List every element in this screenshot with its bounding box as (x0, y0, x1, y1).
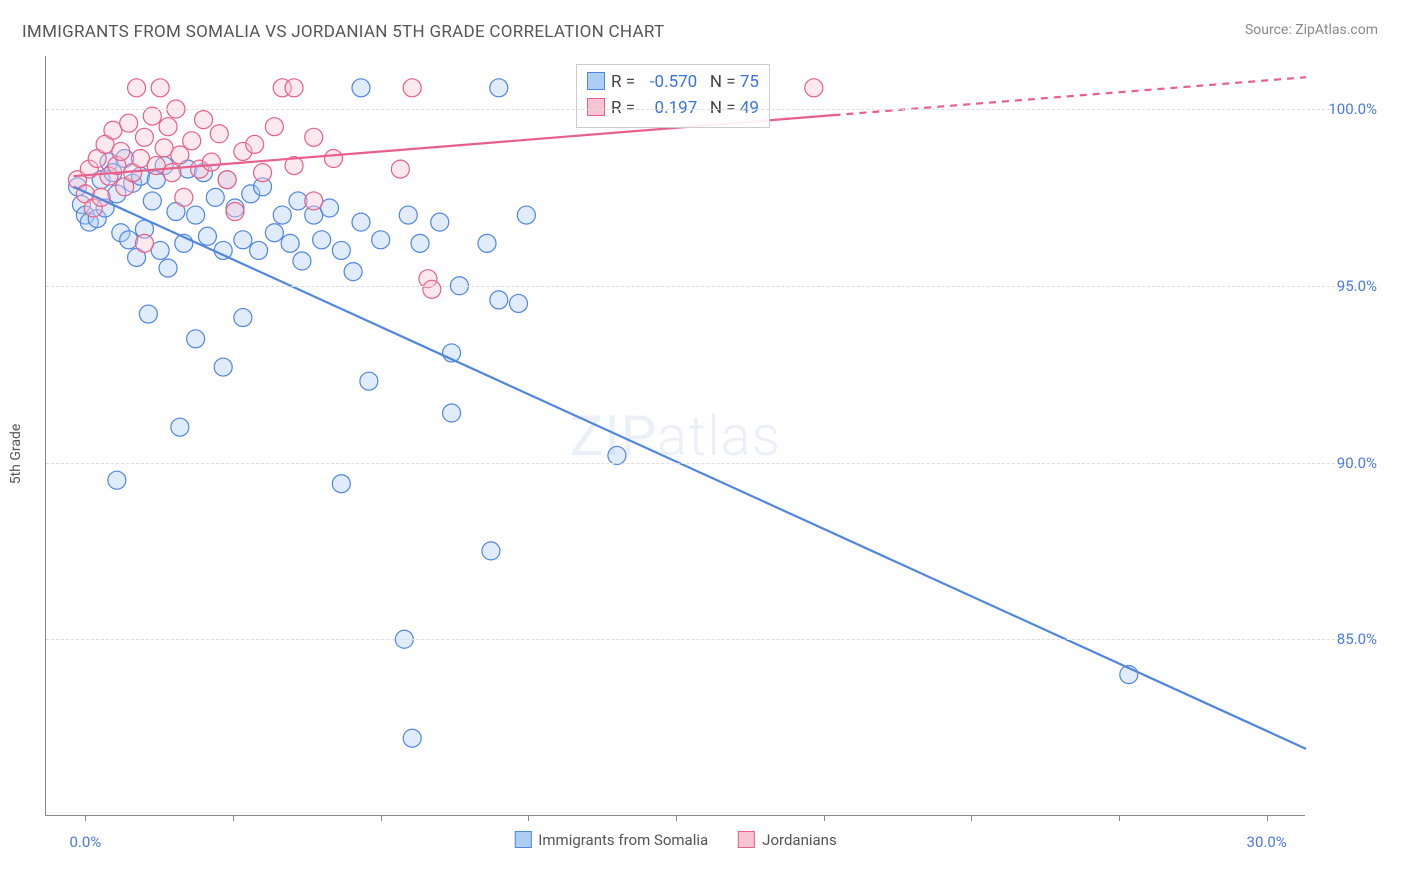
gridline-h (46, 639, 1355, 640)
r-value: -0.570 (639, 69, 697, 95)
source-attribution: Source: ZipAtlas.com (1245, 22, 1378, 38)
x-tick (528, 815, 529, 821)
bottom-legend: Immigrants from Somalia Jordanians (514, 831, 836, 849)
legend-item[interactable]: Jordanians (738, 831, 837, 849)
legend-item[interactable]: Immigrants from Somalia (514, 831, 708, 849)
source-prefix: Source: (1245, 22, 1295, 38)
x-tick-label: 30.0% (1247, 833, 1287, 851)
x-tick (1267, 815, 1268, 821)
n-value: 75 (740, 72, 759, 92)
legend-swatch (738, 831, 755, 848)
stats-row: R = -0.570 N = 75 (587, 69, 759, 95)
x-tick-label: 0.0% (69, 833, 101, 851)
series-swatch (587, 72, 605, 90)
stats-legend-box: R = -0.570 N = 75R = 0.197 N = 49 (576, 64, 770, 128)
x-tick (1119, 815, 1120, 821)
gridline-h (46, 463, 1355, 464)
trend-line (74, 187, 1306, 749)
x-tick (233, 815, 234, 821)
trend-lines-layer (46, 56, 1305, 815)
source-link[interactable]: ZipAtlas.com (1295, 22, 1378, 38)
x-tick (381, 815, 382, 821)
gridline-h (46, 286, 1355, 287)
chart-root: IMMIGRANTS FROM SOMALIA VS JORDANIAN 5TH… (0, 0, 1406, 892)
y-tick-label: 100.0% (1317, 100, 1377, 118)
n-label: N = (710, 72, 736, 92)
plot-area: ZIPatlas R = -0.570 N = 75R = 0.197 N = … (45, 56, 1305, 816)
y-tick-label: 95.0% (1317, 277, 1377, 295)
x-tick (824, 815, 825, 821)
x-tick (971, 815, 972, 821)
legend-label: Immigrants from Somalia (538, 831, 708, 849)
legend-label: Jordanians (762, 831, 837, 849)
gridline-h (46, 109, 1355, 110)
y-axis-label: 5th Grade (8, 424, 24, 485)
y-tick-label: 90.0% (1317, 454, 1377, 472)
legend-swatch (514, 831, 531, 848)
x-tick (676, 815, 677, 821)
x-tick (85, 815, 86, 821)
y-tick-label: 85.0% (1317, 630, 1377, 648)
series-swatch (587, 98, 605, 116)
r-label: R = (611, 72, 635, 92)
chart-title: IMMIGRANTS FROM SOMALIA VS JORDANIAN 5TH… (22, 22, 664, 42)
